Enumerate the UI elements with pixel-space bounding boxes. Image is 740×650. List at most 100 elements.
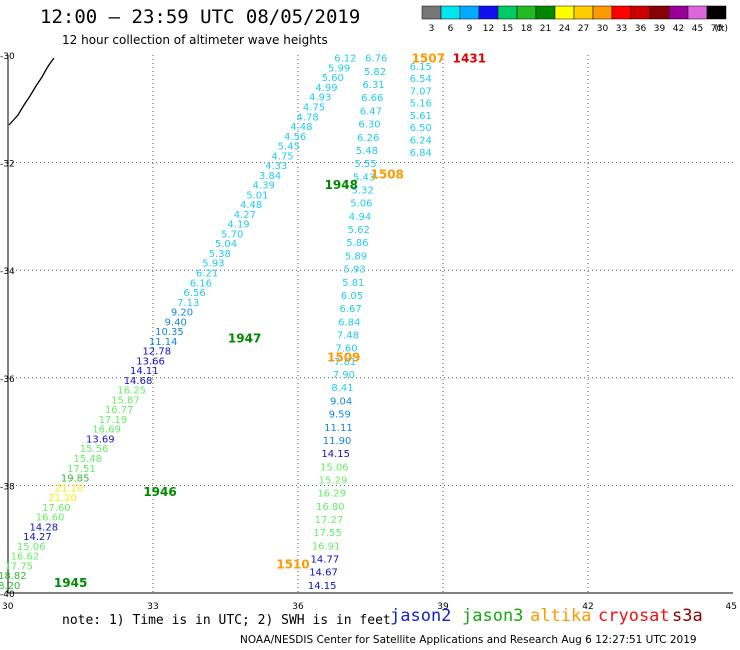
y-tick-label: -34 [0, 267, 15, 277]
colorbar-swatch [440, 5, 461, 20]
footer-credit: NOAA/NESDIS Center for Satellite Applica… [240, 634, 697, 646]
colorbar-label: 27 [578, 24, 589, 34]
wave-height-value: 6.76 [365, 54, 387, 65]
wave-height-value: 4.94 [349, 212, 371, 223]
y-tick-label: -38 [0, 482, 15, 492]
wave-height-value: 6.47 [360, 106, 382, 117]
map-frame [7, 55, 733, 594]
wave-height-value: 16.25 [117, 386, 146, 397]
wave-height-value: 14.15 [321, 449, 350, 460]
colorbar-swatch [535, 5, 556, 20]
wave-height-value: 4.33 [265, 161, 287, 172]
x-tick-label: 33 [147, 602, 158, 612]
wave-height-value: 17.27 [315, 515, 344, 526]
wave-height-value: 9.20 [171, 308, 193, 319]
colorbar-label: 24 [559, 24, 571, 34]
wave-height-value: 5.93 [202, 259, 224, 270]
colorbar-label: 3 [429, 24, 435, 34]
wave-height-value: 6.26 [357, 133, 379, 144]
colorbar-label: 30 [597, 24, 609, 34]
wave-height-value: 15.56 [80, 444, 109, 455]
wave-height-value: 7.13 [177, 298, 199, 309]
colorbar-label: 36 [635, 24, 647, 34]
colorbar-label: 12 [483, 24, 494, 34]
wave-height-value: 14.11 [130, 366, 159, 377]
wave-height-value: 4.75 [303, 103, 325, 114]
pass-time-labels: 1507 1431 1508 1948 1947 1509 1946 1510 1945 [54, 52, 486, 591]
wave-height-value: 19.85 [61, 474, 90, 485]
track: 6.125.995.604.994.934.754.784.484.565.45… [0, 54, 356, 592]
x-tick-label: 42 [582, 602, 593, 612]
wave-height-value: 5.38 [209, 249, 231, 260]
wave-height-value: 4.93 [309, 93, 331, 104]
wave-height-value: 5.43 [353, 172, 375, 183]
wave-height-value: 5.70 [221, 229, 243, 240]
wave-height-value: 18.20 [0, 581, 20, 592]
wave-height-value: 6.21 [196, 268, 218, 279]
colorbar-swatch [592, 5, 613, 20]
pass-time-label: 1948 [325, 178, 358, 192]
wave-height-value: 5.04 [215, 239, 237, 250]
wave-height-value: 6.54 [410, 74, 432, 85]
coastline [8, 57, 55, 126]
colorbar-label: 33 [616, 24, 627, 34]
wave-height-value: 5.48 [356, 146, 378, 157]
wave-height-value: 21.10 [55, 483, 84, 494]
wave-height-value: 16.62 [11, 552, 40, 563]
wave-height-value: 5.55 [354, 159, 376, 170]
wave-height-value: 17.19 [99, 415, 128, 426]
colorbar-swatch [687, 5, 708, 20]
colorbar-swatch [554, 5, 575, 20]
x-tick-label: 45 [726, 602, 737, 612]
wave-height-value: 6.30 [358, 120, 380, 131]
colorbar-unit: (ft) [714, 24, 728, 34]
page-subtitle: 12 hour collection of altimeter wave hei… [62, 33, 328, 47]
colorbar-label: 18 [521, 24, 533, 34]
wave-height-value: 10.35 [155, 327, 184, 338]
wave-height-value: 5.01 [246, 190, 268, 201]
wave-height-value: 8.41 [331, 383, 353, 394]
colorbar-swatch [668, 5, 689, 20]
wave-height-value: 9.04 [330, 396, 352, 407]
wave-height-value: 11.11 [324, 423, 353, 434]
wave-height-value: 18.82 [0, 571, 27, 582]
wave-height-value: 17.55 [313, 528, 342, 539]
wave-height-value: 16.80 [316, 502, 345, 513]
wave-height-value: 6.12 [334, 54, 356, 65]
wave-height-value: 4.78 [297, 112, 319, 123]
track: 6.76 5.82 6.31 6.66 6.47 6.30 6.26 5.48 5.55 5.43… [308, 54, 388, 592]
x-tick-label: 30 [2, 602, 14, 612]
colorbar-swatch [497, 5, 518, 20]
wave-height-value: 5.32 [352, 186, 374, 197]
wave-height-value: 5.06 [350, 199, 372, 210]
wave-height-value: 4.75 [271, 151, 293, 162]
wave-height-value: 15.06 [17, 542, 46, 553]
wave-height-value: 15.29 [319, 475, 348, 486]
colorbar-label: 15 [502, 24, 513, 34]
wave-height-value: 14.77 [311, 555, 340, 566]
wave-height-value: 15.48 [73, 454, 102, 465]
wave-height-value: 11.14 [149, 337, 178, 348]
wave-height-value: 5.60 [322, 73, 344, 84]
colorbar-swatch [516, 5, 537, 20]
wave-height-value: 14.28 [29, 522, 58, 533]
wave-height-value: 4.56 [284, 132, 306, 143]
altimeter-tracks: 6.76 5.82 6.31 6.66 6.47 6.30 6.26 5.48 5.55 5.43… [0, 54, 432, 592]
wave-height-value: 11.90 [323, 436, 352, 447]
pass-time-label: 1431 [453, 52, 486, 66]
pass-time-label: 1508 [371, 167, 404, 181]
wave-height-value: 7.81 [334, 357, 356, 368]
pass-time-label: 1507 [412, 52, 445, 66]
y-tick-label: -40 [0, 590, 15, 600]
wave-height-value: 15.87 [111, 395, 140, 406]
colorbar-swatch [421, 5, 442, 20]
axis-tick-labels: 30 33 36 39 42 45 -30 -32 -34 -36 -38 -40 [0, 52, 737, 612]
colorbar-label: 42 [673, 24, 684, 34]
wave-height-value: 15.06 [320, 462, 349, 473]
wave-height-value: 5.86 [346, 238, 368, 249]
pass-time-label: 1947 [228, 331, 261, 345]
y-tick-label: -32 [0, 160, 15, 170]
wave-height-value: 6.15 [410, 62, 432, 73]
wave-height-value: 5.45 [278, 142, 300, 153]
track: 6.156.547.07 5.165.616.50 6.246.84 [410, 62, 432, 159]
